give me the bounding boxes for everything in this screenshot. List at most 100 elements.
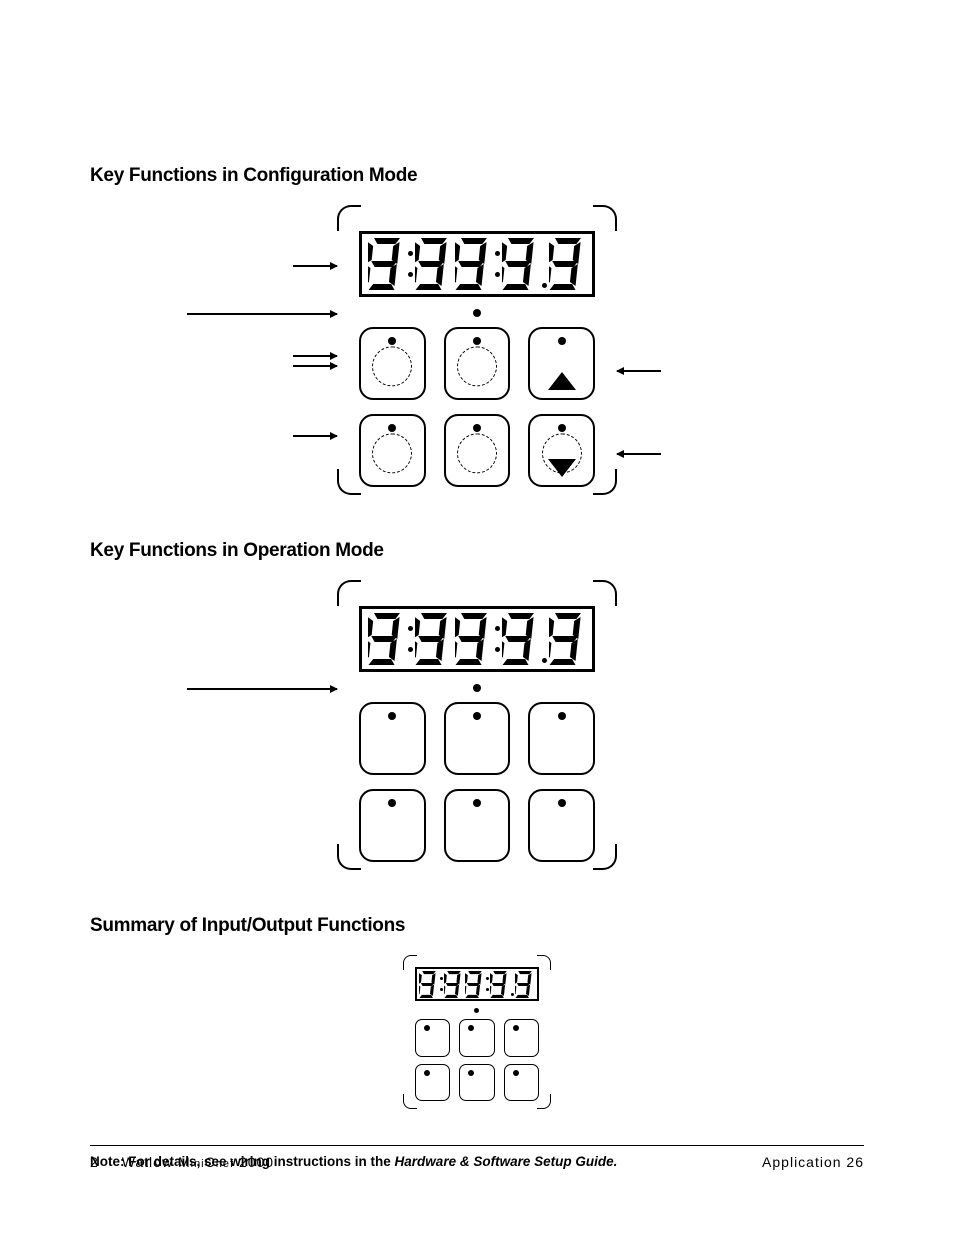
digit-8-icon <box>490 971 510 998</box>
corner-bracket <box>537 955 551 970</box>
corner-bracket <box>337 580 361 606</box>
key-indicator-dot <box>473 712 481 720</box>
keypad <box>415 1019 539 1101</box>
keypad <box>359 327 595 487</box>
colon-icon <box>440 977 443 991</box>
pointer-arrow-icon <box>617 370 661 372</box>
decimal-point-icon <box>542 658 547 663</box>
digit-8-icon <box>419 971 439 998</box>
colon-icon <box>408 626 413 652</box>
device-key[interactable] <box>528 327 595 400</box>
device-key[interactable] <box>528 702 595 775</box>
digit-8-icon <box>549 238 587 290</box>
device-panel-config <box>337 205 617 495</box>
corner-bracket <box>593 844 617 870</box>
digit-8-icon <box>465 971 485 998</box>
pointer-arrow-icon <box>293 265 337 267</box>
device-key[interactable] <box>415 1019 450 1057</box>
device-panel-operation <box>337 580 617 870</box>
section-summary: Summary of Input/Output Functions <box>90 915 864 1114</box>
colon-icon <box>495 251 500 277</box>
section-operation: Key Functions in Operation Mode <box>90 540 864 875</box>
digit-8-icon <box>502 238 540 290</box>
device-key[interactable] <box>459 1064 494 1102</box>
device-key[interactable] <box>359 789 426 862</box>
colon-icon <box>495 626 500 652</box>
indicator-dot <box>473 684 481 692</box>
key-indicator-dot <box>558 337 566 345</box>
seven-segment-display <box>415 967 539 1001</box>
device-key[interactable] <box>444 702 511 775</box>
device-key[interactable] <box>528 789 595 862</box>
key-ring-icon <box>457 346 497 386</box>
corner-bracket <box>593 205 617 231</box>
colon-icon <box>408 251 413 277</box>
device-key[interactable] <box>528 414 595 487</box>
pointer-arrow-icon <box>293 365 337 367</box>
digit-8-icon <box>455 613 493 665</box>
device-key[interactable] <box>359 327 426 400</box>
device-key[interactable] <box>504 1064 539 1102</box>
digit-8-icon <box>368 238 406 290</box>
key-indicator-dot <box>468 1070 474 1076</box>
corner-bracket <box>337 844 361 870</box>
footer-left: 2 Watlow MiniChef 2000 <box>90 1154 274 1170</box>
pointer-arrow-icon <box>293 435 337 437</box>
footer-right: Application 26 <box>762 1154 864 1170</box>
corner-bracket <box>537 1094 551 1109</box>
device-key[interactable] <box>459 1019 494 1057</box>
corner-bracket <box>593 580 617 606</box>
device-key[interactable] <box>444 327 511 400</box>
heading-summary: Summary of Input/Output Functions <box>90 915 864 937</box>
device-key[interactable] <box>444 414 511 487</box>
footer-rule <box>90 1145 864 1146</box>
key-indicator-dot <box>388 712 396 720</box>
digit-8-icon <box>515 971 535 998</box>
digit-8-icon <box>549 613 587 665</box>
digit-8-icon <box>455 238 493 290</box>
key-indicator-dot <box>558 799 566 807</box>
key-indicator-dot <box>388 424 396 432</box>
page-footer: 2 Watlow MiniChef 2000 Application 26 <box>90 1154 864 1170</box>
key-indicator-dot <box>424 1025 430 1031</box>
arrow-up-icon <box>548 372 576 390</box>
corner-bracket <box>593 469 617 495</box>
keypad <box>359 702 595 862</box>
decimal-point-icon <box>511 993 514 996</box>
key-indicator-dot <box>513 1025 519 1031</box>
key-indicator-dot <box>513 1070 519 1076</box>
corner-bracket <box>337 205 361 231</box>
device-key[interactable] <box>415 1064 450 1102</box>
colon-icon <box>486 977 489 991</box>
seven-segment-display <box>359 606 595 672</box>
page-number: 2 <box>90 1154 99 1170</box>
product-name: Watlow MiniChef 2000 <box>122 1154 274 1170</box>
key-indicator-dot <box>424 1070 430 1076</box>
decimal-point-icon <box>542 283 547 288</box>
device-key[interactable] <box>359 414 426 487</box>
key-indicator-dot <box>473 337 481 345</box>
device-key[interactable] <box>359 702 426 775</box>
key-indicator-dot <box>473 424 481 432</box>
device-key[interactable] <box>504 1019 539 1057</box>
digit-8-icon <box>368 613 406 665</box>
indicator-dot <box>473 309 481 317</box>
pointer-arrow-icon <box>187 313 337 315</box>
pointer-arrow-icon <box>187 688 337 690</box>
pointer-arrow-icon <box>617 453 661 455</box>
key-indicator-dot <box>558 424 566 432</box>
key-ring-icon <box>457 433 497 473</box>
key-ring-icon <box>372 346 412 386</box>
section-config: Key Functions in Configuration Mode <box>90 165 864 500</box>
heading-config: Key Functions in Configuration Mode <box>90 165 864 187</box>
digit-8-icon <box>502 613 540 665</box>
heading-operation: Key Functions in Operation Mode <box>90 540 864 562</box>
indicator-dot <box>474 1008 479 1013</box>
key-indicator-dot <box>468 1025 474 1031</box>
digit-8-icon <box>415 613 453 665</box>
digit-8-icon <box>415 238 453 290</box>
key-indicator-dot <box>388 337 396 345</box>
device-key[interactable] <box>444 789 511 862</box>
key-indicator-dot <box>388 799 396 807</box>
key-ring-icon <box>372 433 412 473</box>
